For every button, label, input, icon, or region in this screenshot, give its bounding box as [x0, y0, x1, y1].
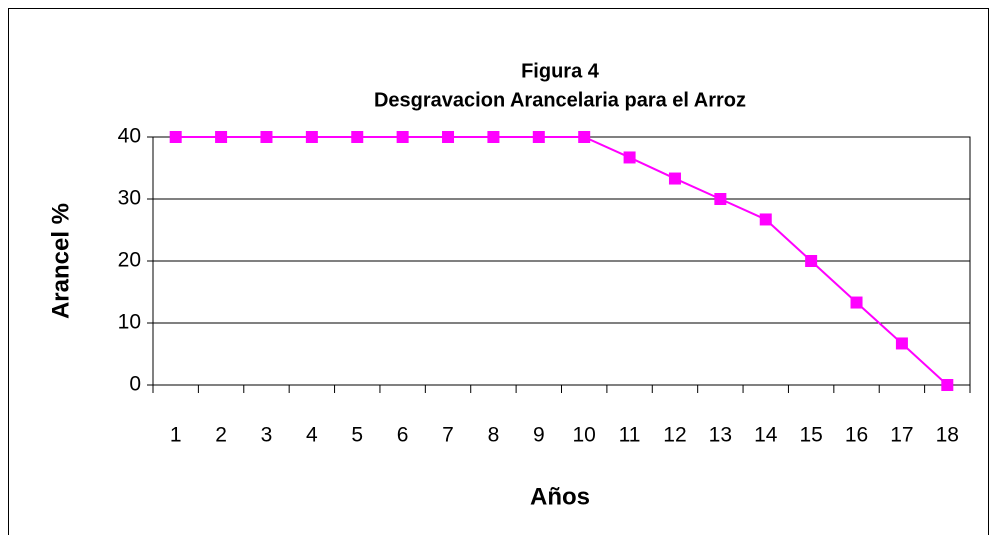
y-tick-label: 0 [129, 373, 141, 396]
y-tick-label: 10 [118, 311, 141, 334]
x-tick-label: 15 [799, 424, 822, 447]
point-marker [668, 172, 681, 185]
x-tick-label: 5 [351, 424, 363, 447]
chart-frame [8, 8, 989, 535]
point-marker [759, 213, 772, 226]
point-marker [351, 131, 364, 143]
x-tick-label: 14 [754, 424, 778, 447]
chart-subtitle: Desgravacion Arancelaria para el Arroz [374, 89, 746, 111]
point-marker [805, 255, 818, 267]
point-marker [850, 296, 863, 309]
point-marker [895, 337, 908, 350]
x-tick-label: 16 [845, 424, 868, 447]
point-marker [260, 131, 273, 143]
x-tick-label: 4 [306, 424, 318, 447]
x-tick-label: 7 [442, 424, 454, 447]
series-line [175, 136, 948, 386]
point-marker [169, 131, 182, 143]
point-marker [714, 193, 727, 205]
point-marker [487, 131, 500, 143]
point-marker [305, 131, 318, 143]
x-tick-label: 13 [709, 424, 732, 447]
point-marker [532, 131, 545, 143]
x-tick-label: 6 [397, 424, 409, 447]
point-marker [941, 379, 954, 391]
x-tick-label: 9 [533, 424, 545, 447]
y-tick-label: 30 [118, 187, 141, 210]
x-tick-label: 18 [936, 424, 959, 447]
y-tick-label: 20 [118, 249, 141, 272]
point-marker [215, 131, 228, 143]
x-tick-label: 3 [261, 424, 273, 447]
y-tick-label: 40 [118, 125, 141, 148]
x-tick-label: 2 [215, 424, 227, 447]
y-axis-title: Arancel % [47, 203, 74, 319]
point-marker [623, 151, 636, 164]
x-axis-title: Años [530, 483, 590, 510]
point-marker [442, 131, 455, 143]
x-tick-label: 1 [170, 424, 182, 447]
x-tick-label: 12 [663, 424, 686, 447]
chart-title: Figura 4 [521, 60, 600, 82]
point-marker [578, 131, 591, 143]
x-tick-label: 8 [488, 424, 500, 447]
x-tick-label: 11 [619, 424, 641, 447]
x-tick-label: 10 [573, 424, 596, 447]
point-marker [396, 131, 409, 143]
x-tick-label: 17 [890, 424, 913, 447]
